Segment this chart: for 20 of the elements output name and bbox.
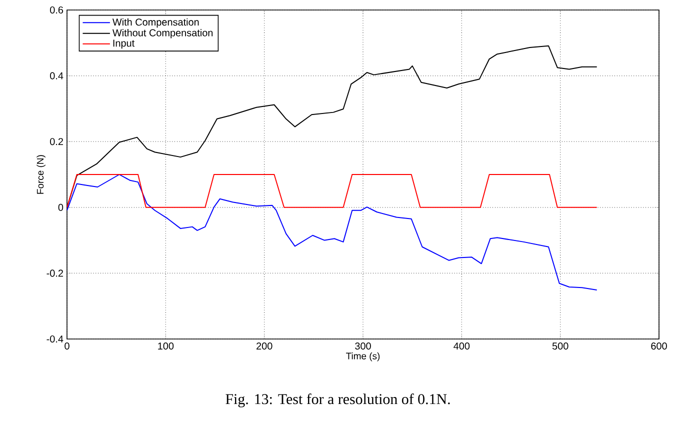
y-tick-label: 0.2	[50, 138, 63, 146]
x-tick-label: 400	[454, 342, 470, 350]
x-tick-label: 600	[651, 342, 667, 350]
x-axis-title: Time (s)	[346, 352, 380, 362]
y-tick-label: -0.2	[46, 270, 63, 277]
y-axis-title: Force (N)	[36, 155, 46, 194]
y-tick-label: 0.6	[50, 6, 64, 14]
legend-label: Without Compensation	[112, 29, 213, 38]
legend-label: Input	[113, 40, 135, 49]
legend-label: With Compensation	[112, 18, 199, 28]
x-tick-label: 200	[256, 342, 272, 350]
x-tick-label: 100	[158, 342, 174, 350]
y-tick-label: 0	[58, 204, 64, 211]
x-tick-label: 300	[355, 342, 371, 350]
x-tick-label: 0	[64, 342, 70, 350]
y-tick-label: 0.4	[50, 72, 64, 80]
x-tick-label: 500	[552, 342, 568, 350]
y-tick-label: -0.4	[46, 335, 64, 343]
line-series	[67, 174, 598, 290]
caption: Fig. 13: Test for a resolution of 0.1N.	[226, 394, 450, 408]
